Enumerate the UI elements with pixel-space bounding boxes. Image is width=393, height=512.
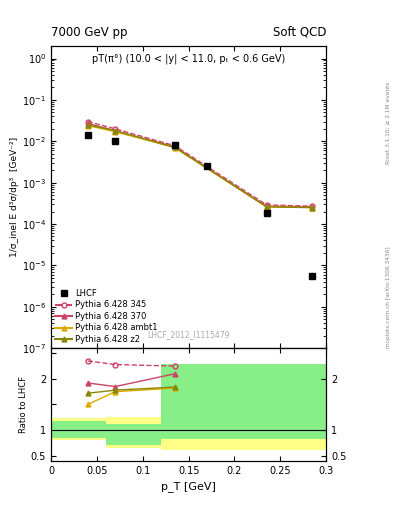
Line: Pythia 6.428 345: Pythia 6.428 345 [85, 119, 315, 208]
Text: Rivet 3.1.10; ≥ 2.1M events: Rivet 3.1.10; ≥ 2.1M events [386, 81, 391, 164]
LHCF [85, 132, 90, 138]
Line: LHCF: LHCF [84, 132, 316, 280]
Y-axis label: Ratio to LHCF: Ratio to LHCF [19, 376, 28, 433]
Pythia 6.428 370 [310, 204, 315, 210]
LHCF [173, 142, 177, 148]
LHCF [310, 273, 315, 279]
Text: 7000 GeV pp: 7000 GeV pp [51, 26, 128, 38]
LHCF [113, 138, 118, 144]
Y-axis label: 1/σ_inel E d³σ/dp³  [GeV⁻²]: 1/σ_inel E d³σ/dp³ [GeV⁻²] [10, 137, 19, 257]
Line: Pythia 6.428 370: Pythia 6.428 370 [85, 121, 315, 209]
LHCF [205, 163, 209, 169]
LHCF [264, 210, 269, 216]
Pythia 6.428 z2 [264, 204, 269, 210]
Line: Pythia 6.428 z2: Pythia 6.428 z2 [85, 122, 315, 210]
Pythia 6.428 370 [85, 120, 90, 126]
Text: LHCF_2012_I1115479: LHCF_2012_I1115479 [147, 330, 230, 339]
Pythia 6.428 370 [173, 144, 177, 150]
X-axis label: p_T [GeV]: p_T [GeV] [161, 481, 216, 492]
Legend: LHCF, Pythia 6.428 345, Pythia 6.428 370, Pythia 6.428 ambt1, Pythia 6.428 z2: LHCF, Pythia 6.428 345, Pythia 6.428 370… [55, 289, 158, 344]
Pythia 6.428 z2 [173, 144, 177, 151]
Pythia 6.428 345 [113, 126, 118, 132]
Pythia 6.428 ambt1 [264, 204, 269, 210]
Pythia 6.428 ambt1 [310, 204, 315, 210]
Pythia 6.428 z2 [310, 204, 315, 210]
Pythia 6.428 z2 [85, 122, 90, 128]
Text: mcplots.cern.ch [arXiv:1306.3436]: mcplots.cern.ch [arXiv:1306.3436] [386, 246, 391, 348]
Line: Pythia 6.428 ambt1: Pythia 6.428 ambt1 [85, 123, 315, 210]
Pythia 6.428 370 [113, 127, 118, 134]
Pythia 6.428 ambt1 [173, 144, 177, 151]
Pythia 6.428 345 [85, 118, 90, 124]
Pythia 6.428 z2 [113, 127, 118, 134]
Pythia 6.428 370 [264, 203, 269, 209]
Pythia 6.428 345 [173, 143, 177, 149]
Pythia 6.428 ambt1 [113, 129, 118, 135]
Text: Soft QCD: Soft QCD [273, 26, 326, 38]
Text: pT(π°) (10.0 < |y| < 11.0, pₜ < 0.6 GeV): pT(π°) (10.0 < |y| < 11.0, pₜ < 0.6 GeV) [92, 54, 285, 64]
Pythia 6.428 345 [310, 203, 315, 209]
Pythia 6.428 ambt1 [85, 122, 90, 129]
Pythia 6.428 345 [264, 202, 269, 208]
